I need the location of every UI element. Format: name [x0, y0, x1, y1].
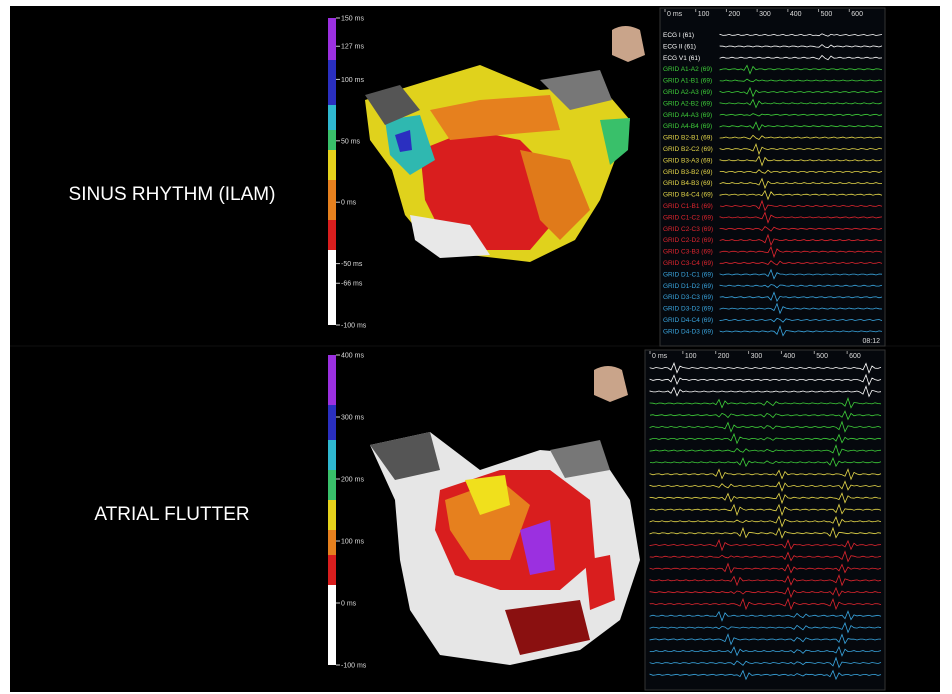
channel-label: GRID A2-A3 (69)	[663, 89, 712, 96]
channel-label: GRID B2-B1 (69)	[663, 135, 713, 142]
channel-label: GRID A1-B1 (69)	[663, 78, 712, 85]
time-tick: 200	[718, 353, 730, 360]
channel-label: GRID C1-C2 (69)	[663, 214, 713, 221]
scale-label: 127 ms	[341, 44, 364, 51]
channel-label: GRID A4-B4 (69)	[663, 123, 712, 130]
channel-label: GRID D1-D2 (69)	[663, 283, 713, 290]
time-tick: 0 ms	[667, 11, 683, 18]
scale-label: -100 ms	[341, 663, 367, 670]
scale-label: 50 ms	[341, 138, 361, 145]
time-tick: 500	[816, 353, 828, 360]
channel-label: ECG I (61)	[663, 32, 694, 39]
channel-label: GRID C1-B1 (69)	[663, 203, 713, 210]
channel-label: ECG II (61)	[663, 43, 696, 50]
time-tick: 100	[698, 11, 710, 18]
scale-label: 300 ms	[341, 415, 364, 422]
scale-label: 0 ms	[341, 601, 357, 608]
scale-label: 200 ms	[341, 477, 364, 484]
channel-label: GRID A4-A3 (69)	[663, 112, 712, 119]
channel-label: GRID B3-A3 (69)	[663, 157, 713, 164]
channel-label: GRID B4-C4 (69)	[663, 192, 713, 199]
time-tick: 0 ms	[652, 353, 668, 360]
panel-label: SINUS RHYTHM (ILAM)	[69, 184, 276, 205]
channel-label: GRID D4-D3 (69)	[663, 328, 713, 335]
time-tick: 100	[685, 353, 697, 360]
color-bar-flutter	[328, 355, 336, 665]
channel-label: GRID D3-D2 (69)	[663, 306, 713, 313]
channel-label: GRID C2-D2 (69)	[663, 237, 713, 244]
scale-label: 100 ms	[341, 539, 364, 546]
scale-label: -100 ms	[341, 323, 367, 330]
channel-label: GRID D3-C3 (69)	[663, 294, 713, 301]
scale-label: 400 ms	[341, 353, 364, 360]
time-tick: 600	[851, 11, 863, 18]
time-tick: 300	[751, 353, 763, 360]
channel-label: GRID B4-B3 (69)	[663, 180, 713, 187]
time-tick: 400	[790, 11, 802, 18]
panel-label: ATRIAL FLUTTER	[94, 504, 249, 525]
channel-label: GRID A2-B2 (69)	[663, 100, 712, 107]
time-tick: 600	[849, 353, 861, 360]
clock: 08:12	[862, 338, 880, 345]
channel-label: GRID C3-C4 (69)	[663, 260, 713, 267]
scale-label: -50 ms	[341, 261, 363, 268]
channel-label: GRID D4-C4 (69)	[663, 317, 713, 324]
scale-label: 100 ms	[341, 77, 364, 84]
scale-label: 0 ms	[341, 200, 357, 207]
scale-label: 150 ms	[341, 16, 364, 23]
channel-label: GRID C2-C3 (69)	[663, 226, 713, 233]
scale-label: -66 ms	[341, 281, 363, 288]
channel-label: GRID D1-C1 (69)	[663, 271, 713, 278]
time-tick: 300	[759, 11, 771, 18]
color-bar-sinus	[328, 18, 336, 325]
time-tick: 400	[783, 353, 795, 360]
torso-icon	[612, 26, 645, 62]
channel-label: GRID A1-A2 (69)	[663, 66, 712, 73]
time-tick: 200	[728, 11, 740, 18]
slide: SINUS RHYTHM (ILAM) ATRIAL FLUTTER 08:12…	[0, 0, 952, 694]
channel-label: GRID B2-C2 (69)	[663, 146, 713, 153]
time-tick: 500	[821, 11, 833, 18]
channel-label: GRID C3-B3 (69)	[663, 249, 713, 256]
channel-label: GRID B3-B2 (69)	[663, 169, 713, 176]
channel-label: ECG V1 (61)	[663, 55, 700, 62]
